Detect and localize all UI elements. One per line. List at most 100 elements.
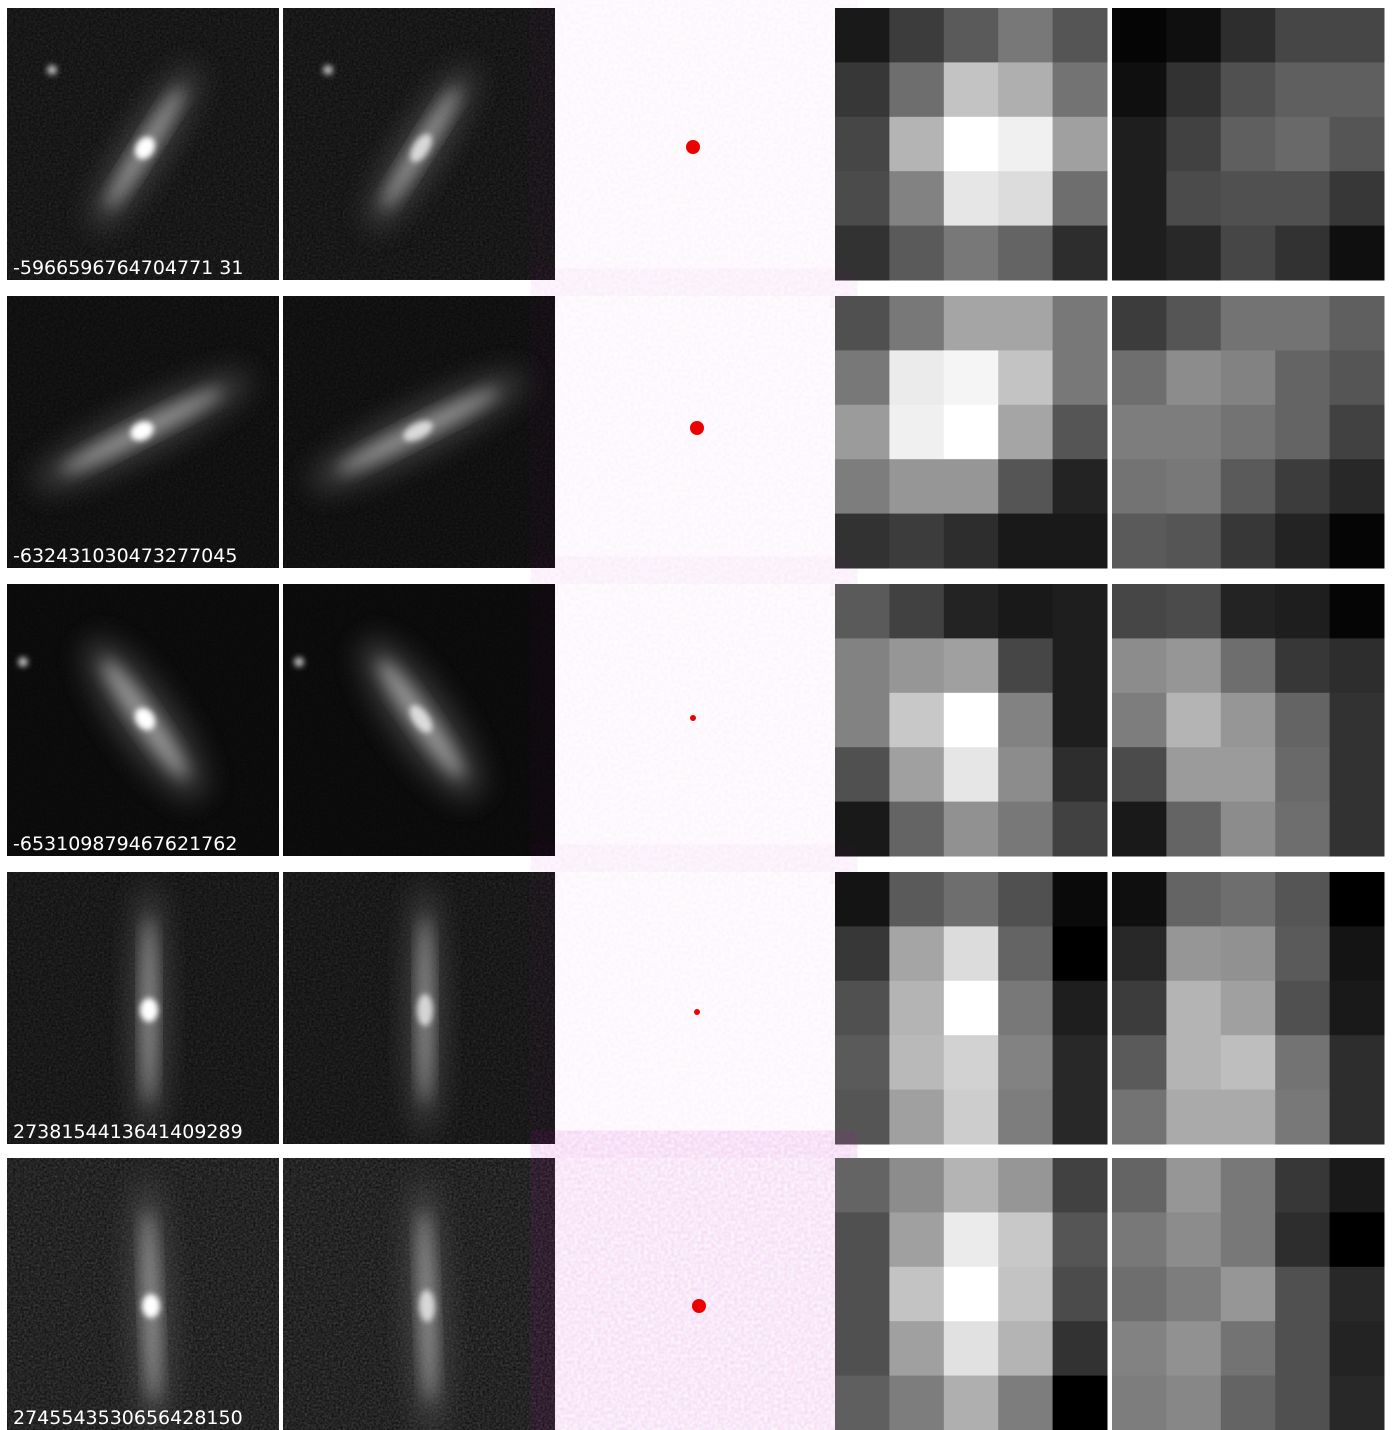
pixel [998,62,1053,117]
pixel [1053,693,1108,748]
pixel [1112,747,1167,802]
pixel [944,296,999,351]
core [417,994,433,1026]
pixel [1166,350,1221,405]
pixel [1275,296,1330,351]
pixel [1330,584,1385,639]
pixel [1330,872,1385,927]
pixel [944,747,999,802]
residual-peak [690,421,704,435]
pixel [1053,747,1108,802]
pixel [889,638,944,693]
pixel [1166,872,1221,927]
pixel [998,8,1053,63]
pixel [1275,171,1330,226]
pixel [1330,1212,1385,1267]
galaxy-image [283,296,555,568]
pixel [1053,514,1108,569]
pixel [944,350,999,405]
pixel [1053,926,1108,981]
pixel [1166,1090,1221,1145]
galaxy [131,885,167,1135]
pixel [1166,1376,1221,1430]
galaxy-image [283,872,555,1144]
pixel [835,926,890,981]
object-id: -632431030473277045 [13,545,237,567]
pixel [944,1321,999,1376]
pixel [835,296,890,351]
pixel [1166,405,1221,460]
companion [47,65,57,75]
pixel [1221,1267,1276,1322]
pixel [1275,117,1330,172]
pixel [1053,1267,1108,1322]
pixel [1053,1321,1108,1376]
pixel [1112,693,1167,748]
pixel [1275,872,1330,927]
pixel-grid [1112,8,1385,281]
pixel [1275,350,1330,405]
pixel [889,802,944,857]
pixel [1275,62,1330,117]
pixel [998,802,1053,857]
pixel [944,1090,999,1145]
pixel [998,117,1053,172]
pixel [1166,459,1221,514]
pixel [1275,1376,1330,1430]
pixel [1166,117,1221,172]
residual-map [558,1158,830,1430]
pixel [944,1212,999,1267]
pixel [1112,981,1167,1036]
pixel [1166,1035,1221,1090]
pixel [1053,1090,1108,1145]
residual-peak [690,715,696,721]
pixel [1330,1267,1385,1322]
pixel [889,514,944,569]
pixel [889,747,944,802]
core [140,998,158,1022]
pixel [1275,514,1330,569]
pixel [1166,926,1221,981]
pixel [944,459,999,514]
pixel [998,693,1053,748]
pixel [835,226,890,281]
pixel [944,1035,999,1090]
pixel [1053,981,1108,1036]
pixel [944,584,999,639]
pixel [835,514,890,569]
pixel [1275,405,1330,460]
galaxy-image [7,1158,279,1430]
pixel [1053,8,1108,63]
pixel [835,1376,890,1430]
pixel [998,1158,1053,1213]
pixel [1166,514,1221,569]
pixel [1112,62,1167,117]
pixel-grid [1112,1158,1385,1430]
pixel [998,1321,1053,1376]
galaxy-image [283,1158,555,1430]
pixel [1330,459,1385,514]
pixel [1112,1212,1167,1267]
galaxy-image [283,584,555,856]
pixel [944,171,999,226]
pixel [1166,226,1221,281]
pixel [1330,1376,1385,1430]
pixel [835,1212,890,1267]
pixel [1330,405,1385,460]
galaxy-image [7,872,279,1144]
pixel [1330,802,1385,857]
pixel [1221,296,1276,351]
pixel [1221,405,1276,460]
pixel [1053,802,1108,857]
pixel [889,1158,944,1213]
pixel [1221,350,1276,405]
pixel [1275,638,1330,693]
pixel [944,117,999,172]
pixel [1112,117,1167,172]
pixel [1275,584,1330,639]
pixel [998,514,1053,569]
pixel-grid [835,1158,1108,1430]
pixel [1221,514,1276,569]
residual-map [558,296,830,568]
pixel [1053,350,1108,405]
